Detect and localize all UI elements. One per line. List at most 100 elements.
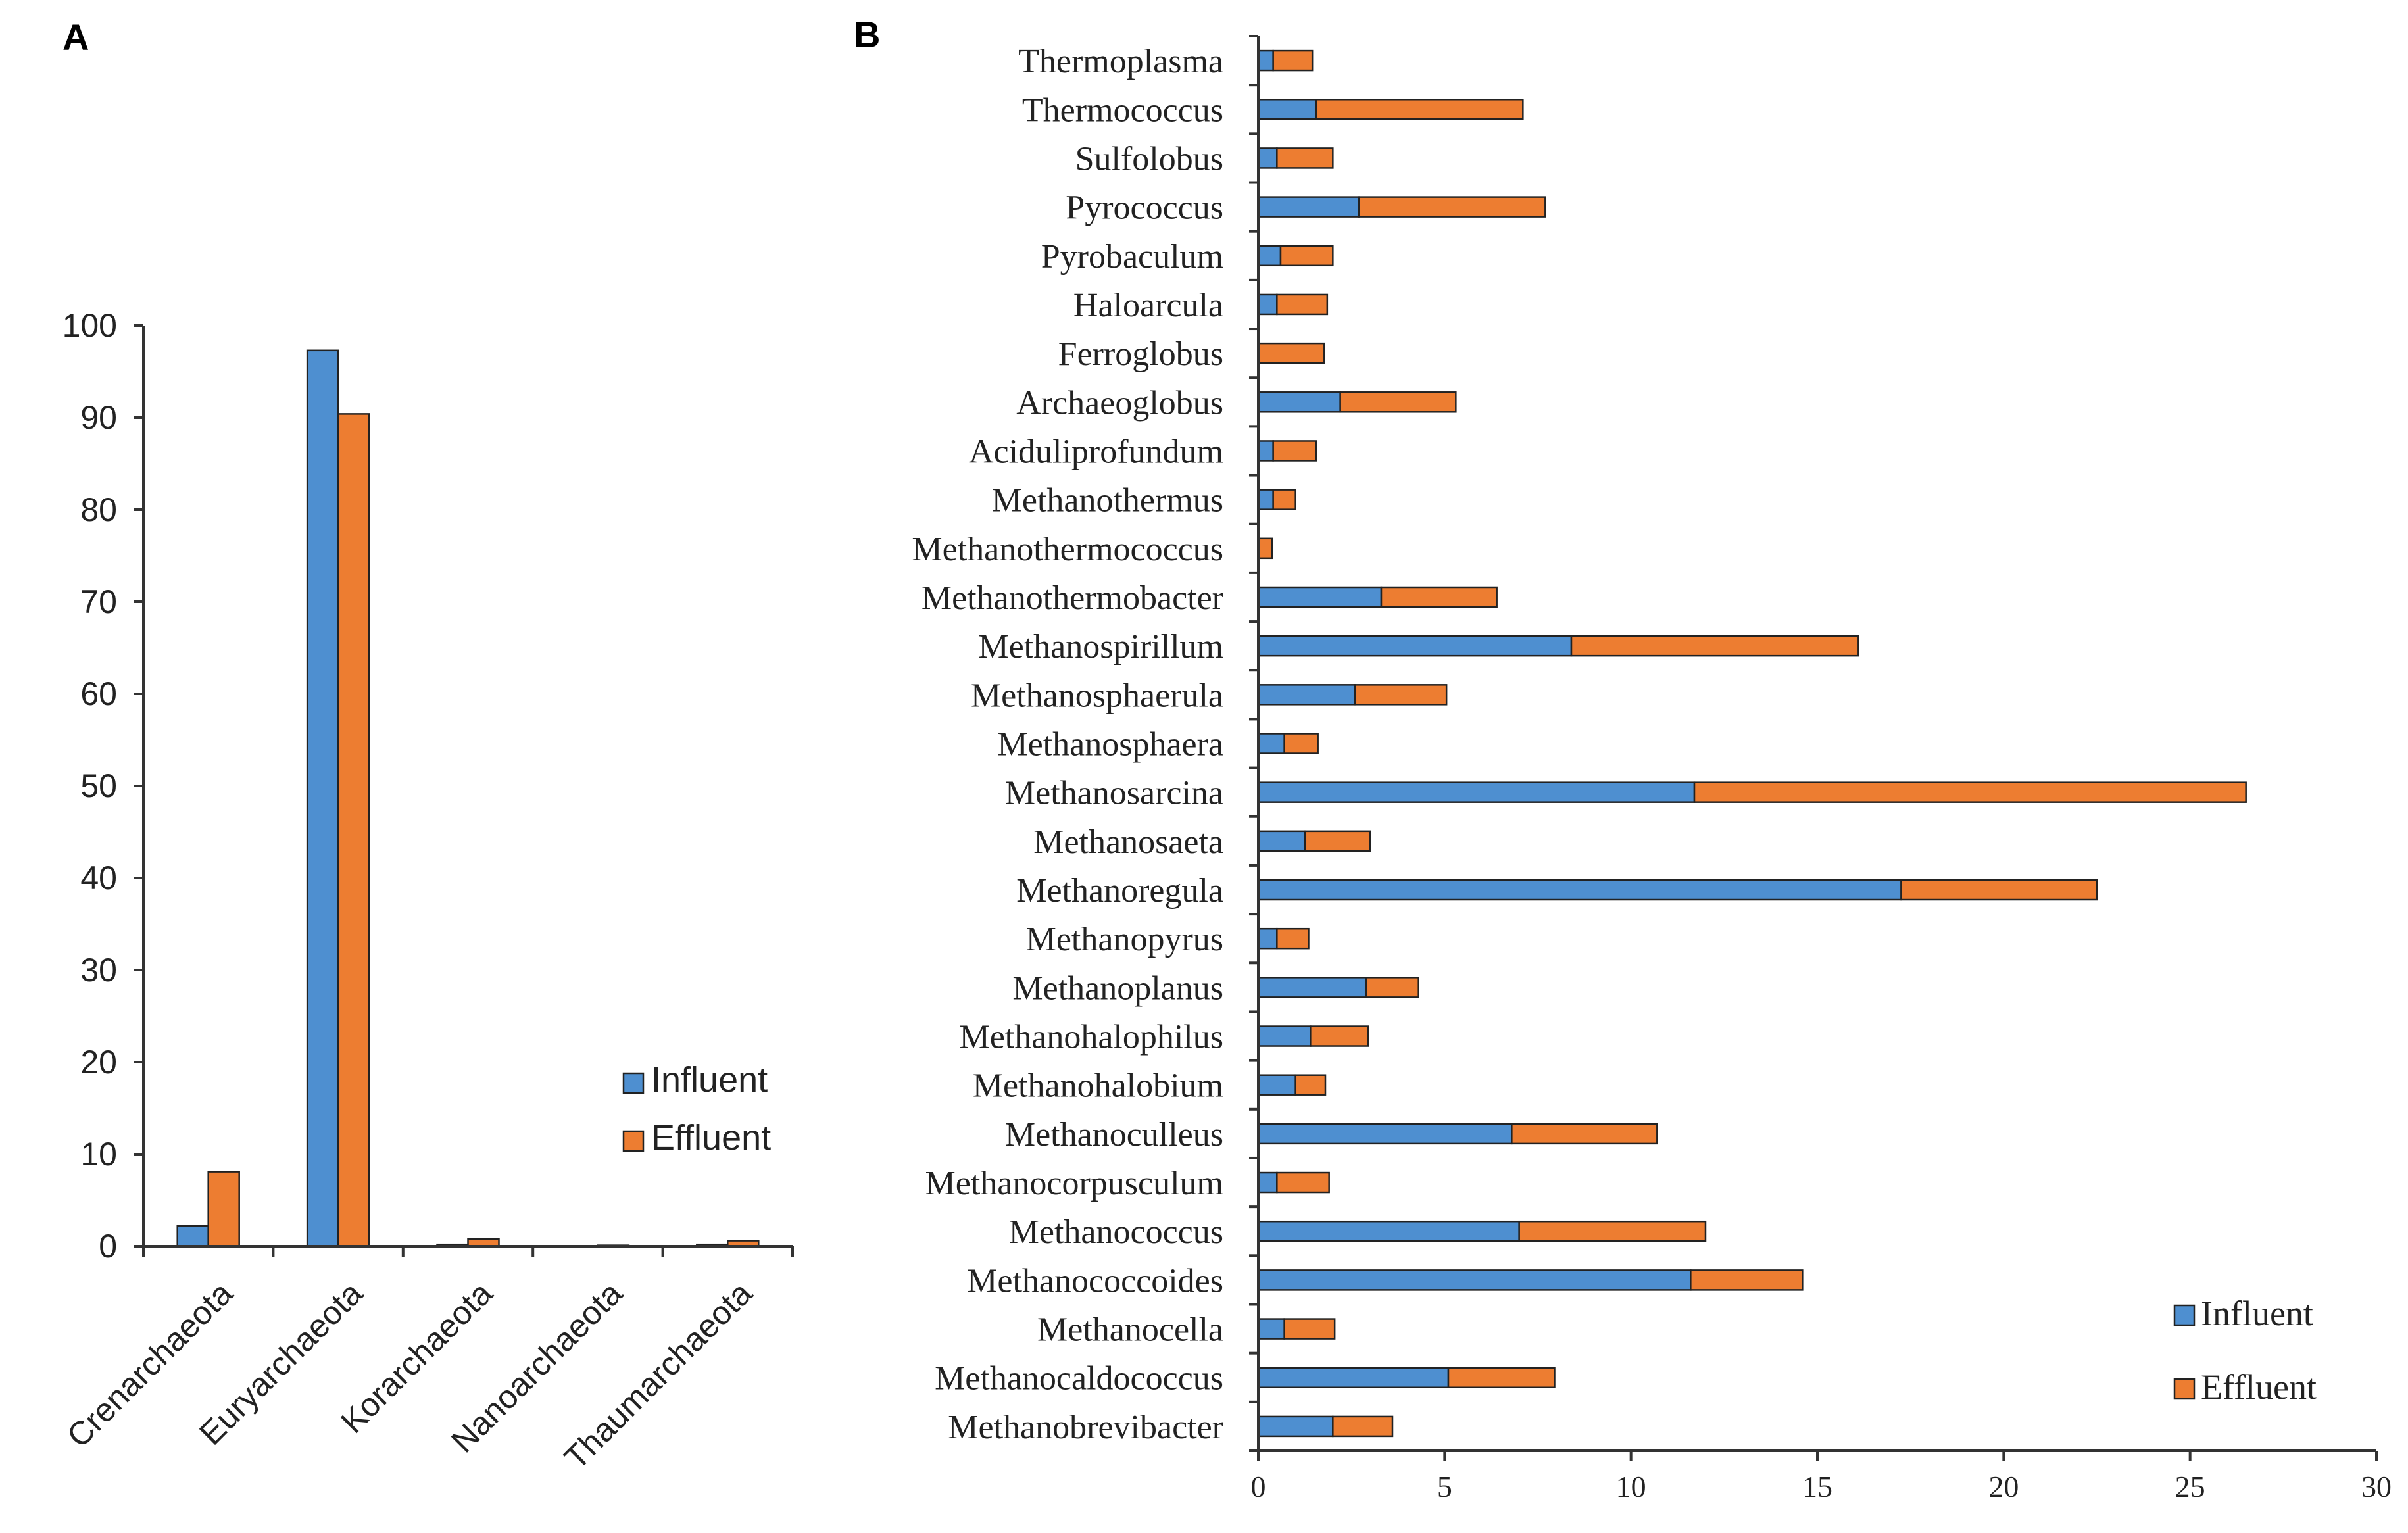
panel-b-bar-effluent-methanohalophilus <box>1310 1025 1369 1047</box>
panel-b-xtick-label: 30 <box>2361 1470 2392 1503</box>
panel-b-bar-influent-haloarcula <box>1257 293 1278 316</box>
panel-b-legend-label-influent: Influent <box>2201 1294 2313 1333</box>
panel-b-category-label: Methanocaldococcus <box>935 1360 1223 1398</box>
panel-b-category-label: Methanohalophilus <box>959 1019 1223 1056</box>
panel-b-bar-effluent-methanocella <box>1283 1318 1336 1340</box>
panel-a-label: A <box>62 16 89 58</box>
panel-b-bar-effluent-methanobrevibacter <box>1332 1415 1394 1438</box>
panel-a-ytick-label: 50 <box>80 767 117 804</box>
panel-b-bar-effluent-thermoplasma <box>1272 49 1314 72</box>
panel-b-xtick-label: 20 <box>1988 1470 2019 1503</box>
panel-a-ytick-label: 80 <box>80 491 117 528</box>
panel-b-bar-effluent-thermococcus <box>1315 99 1524 120</box>
panel-b-bar-influent-methanocella <box>1257 1318 1285 1340</box>
panel-b-bar-effluent-methanosphaerula <box>1354 684 1448 706</box>
panel-b-bar-influent-pyrococcus <box>1257 196 1360 218</box>
panel-b-category-label: Methanothermococcus <box>912 531 1223 568</box>
panel-b-xtick-label: 25 <box>2175 1470 2205 1503</box>
panel-b-bar-influent-thermoplasma <box>1257 49 1274 72</box>
panel-b-category-label: Methanothermus <box>992 482 1223 520</box>
panel-a-legend: Influent Effluent <box>622 1060 771 1157</box>
panel-b-category-label: Methanosaeta <box>1033 823 1223 861</box>
panel-a-legend-label-influent: Influent <box>651 1060 768 1100</box>
panel-a-legend-swatch-influent <box>622 1072 645 1094</box>
panel-b-category-label: Methanococcoides <box>967 1262 1223 1300</box>
panel-a-ytick-label: 30 <box>80 952 117 988</box>
panel-b-bar-influent-thermococcus <box>1257 99 1317 120</box>
panel-a-ytick-label: 90 <box>80 399 117 436</box>
panel-b-category-label: Methanosphaera <box>997 726 1223 764</box>
panel-b-category-label: Methanococcus <box>1009 1213 1223 1251</box>
panel-b-bar-effluent-ferroglobus <box>1258 342 1325 364</box>
panel-a-legend-label-effluent: Effluent <box>651 1118 771 1157</box>
panel-b-bar-effluent-methanohalobium <box>1294 1074 1327 1096</box>
panel-b-category-label: Methanoplanus <box>1012 969 1223 1007</box>
panel-b-bar-influent-methanohalobium <box>1257 1074 1296 1096</box>
panel-b-bar-effluent-methanothermobacter <box>1380 586 1498 608</box>
panel-b-category-label: Thermoplasma <box>1018 43 1223 80</box>
panel-b-bar-effluent-methanoplanus <box>1365 977 1419 998</box>
panel-a-ytick-label: 20 <box>80 1044 117 1081</box>
panel-b-bar-influent-methanothermobacter <box>1257 586 1383 608</box>
panel-b-bar-influent-methanobrevibacter <box>1257 1415 1334 1438</box>
panel-b-bar-effluent-methanosphaera <box>1283 733 1319 754</box>
panel-b-bar-influent-methanohalophilus <box>1257 1025 1312 1047</box>
panel-b-category-label: Ferroglobus <box>1058 335 1223 373</box>
panel-b-chart: B Thermoplasma Thermococcus Sulfolobus Pyro… <box>854 14 2392 1503</box>
panel-b-category-label: Methanospirillum <box>978 628 1223 666</box>
panel-b-bar-influent-methanothermus <box>1257 489 1274 510</box>
panel-b-bar-influent-methanocaldococcus <box>1257 1367 1450 1388</box>
panel-b-bar-influent-methanocorpusculum <box>1257 1171 1278 1194</box>
panel-a-bar-effluent-crenarchaeota <box>207 1171 240 1248</box>
panel-b-category-label: Methanoregula <box>1016 872 1223 910</box>
panel-b-label: B <box>854 14 880 55</box>
panel-b-bar-effluent-methanococcoides <box>1690 1269 1804 1291</box>
panel-b-legend-swatch-influent <box>2173 1304 2196 1326</box>
panel-b-xtick-label: 0 <box>1251 1470 1266 1503</box>
panel-b-bar-effluent-methanothermococcus <box>1258 537 1273 560</box>
panel-b-category-label: Methanobrevibacter <box>948 1409 1223 1446</box>
panel-a-ytick-label: 0 <box>99 1228 117 1265</box>
panel-b-bar-effluent-sulfolobus <box>1276 147 1334 169</box>
panel-b-bar-influent-pyrobaculum <box>1257 245 1282 267</box>
panel-b-bar-influent-archaeoglobus <box>1257 391 1341 413</box>
panel-b-bar-effluent-methanoregula <box>1900 879 2098 901</box>
panel-b-bar-effluent-haloarcula <box>1276 293 1329 316</box>
panel-b-category-label: Pyrococcus <box>1066 189 1223 227</box>
panel-b-category-label: Methanopyrus <box>1026 921 1223 958</box>
panel-b-xtick-label: 5 <box>1437 1470 1452 1503</box>
panel-b-bar-effluent-pyrococcus <box>1358 196 1546 218</box>
panel-b-xtick-label: 10 <box>1616 1470 1646 1503</box>
panel-b-bar-influent-methanococcus <box>1257 1220 1520 1242</box>
panel-b-bar-effluent-methanosaeta <box>1304 830 1371 852</box>
panel-b-bar-effluent-methanosarcina <box>1693 781 2247 803</box>
panel-a-ytick-label: 60 <box>80 675 117 712</box>
panel-b-bar-influent-methanospirillum <box>1257 635 1573 657</box>
panel-a-ytick-label: 100 <box>62 307 117 344</box>
panel-b-bar-effluent-methanocaldococcus <box>1447 1367 1556 1388</box>
panel-b-legend: Influent Effluent <box>2173 1294 2317 1407</box>
panel-b-xtick-label: 15 <box>1802 1470 1832 1503</box>
panel-b-bar-influent-methanosarcina <box>1257 781 1696 803</box>
panel-b-bar-influent-methanosphaera <box>1257 733 1285 754</box>
panel-b-category-label: Sulfolobus <box>1075 140 1223 178</box>
panel-b-category-label: Methanocella <box>1037 1311 1223 1349</box>
panel-b-category-label: Methanohalobium <box>973 1067 1223 1105</box>
panel-b-bar-influent-methanoregula <box>1257 879 1902 901</box>
panel-b-bar-influent-sulfolobus <box>1257 147 1278 169</box>
panel-b-category-label: Haloarcula <box>1073 287 1223 324</box>
panel-a-ytick-label: 70 <box>80 583 117 620</box>
panel-b-legend-label-effluent: Effluent <box>2201 1367 2317 1407</box>
panel-a-bar-effluent-euryarchaeota <box>337 413 370 1248</box>
panel-b-category-label: Archaeoglobus <box>1016 384 1223 422</box>
panel-b-bar-effluent-aciduliprofundum <box>1272 440 1317 462</box>
panel-a-bar-influent-crenarchaeota <box>176 1225 209 1248</box>
panel-b-category-label: Aciduliprofundum <box>969 433 1223 470</box>
panel-b-category-label: Methanosarcina <box>1005 775 1223 812</box>
panel-a-bar-influent-euryarchaeota <box>306 349 339 1248</box>
panel-b-category-label: Pyrobaculum <box>1041 238 1223 276</box>
panel-b-bar-effluent-pyrobaculum <box>1279 245 1334 267</box>
panel-b-bar-effluent-methanospirillum <box>1570 635 1859 657</box>
